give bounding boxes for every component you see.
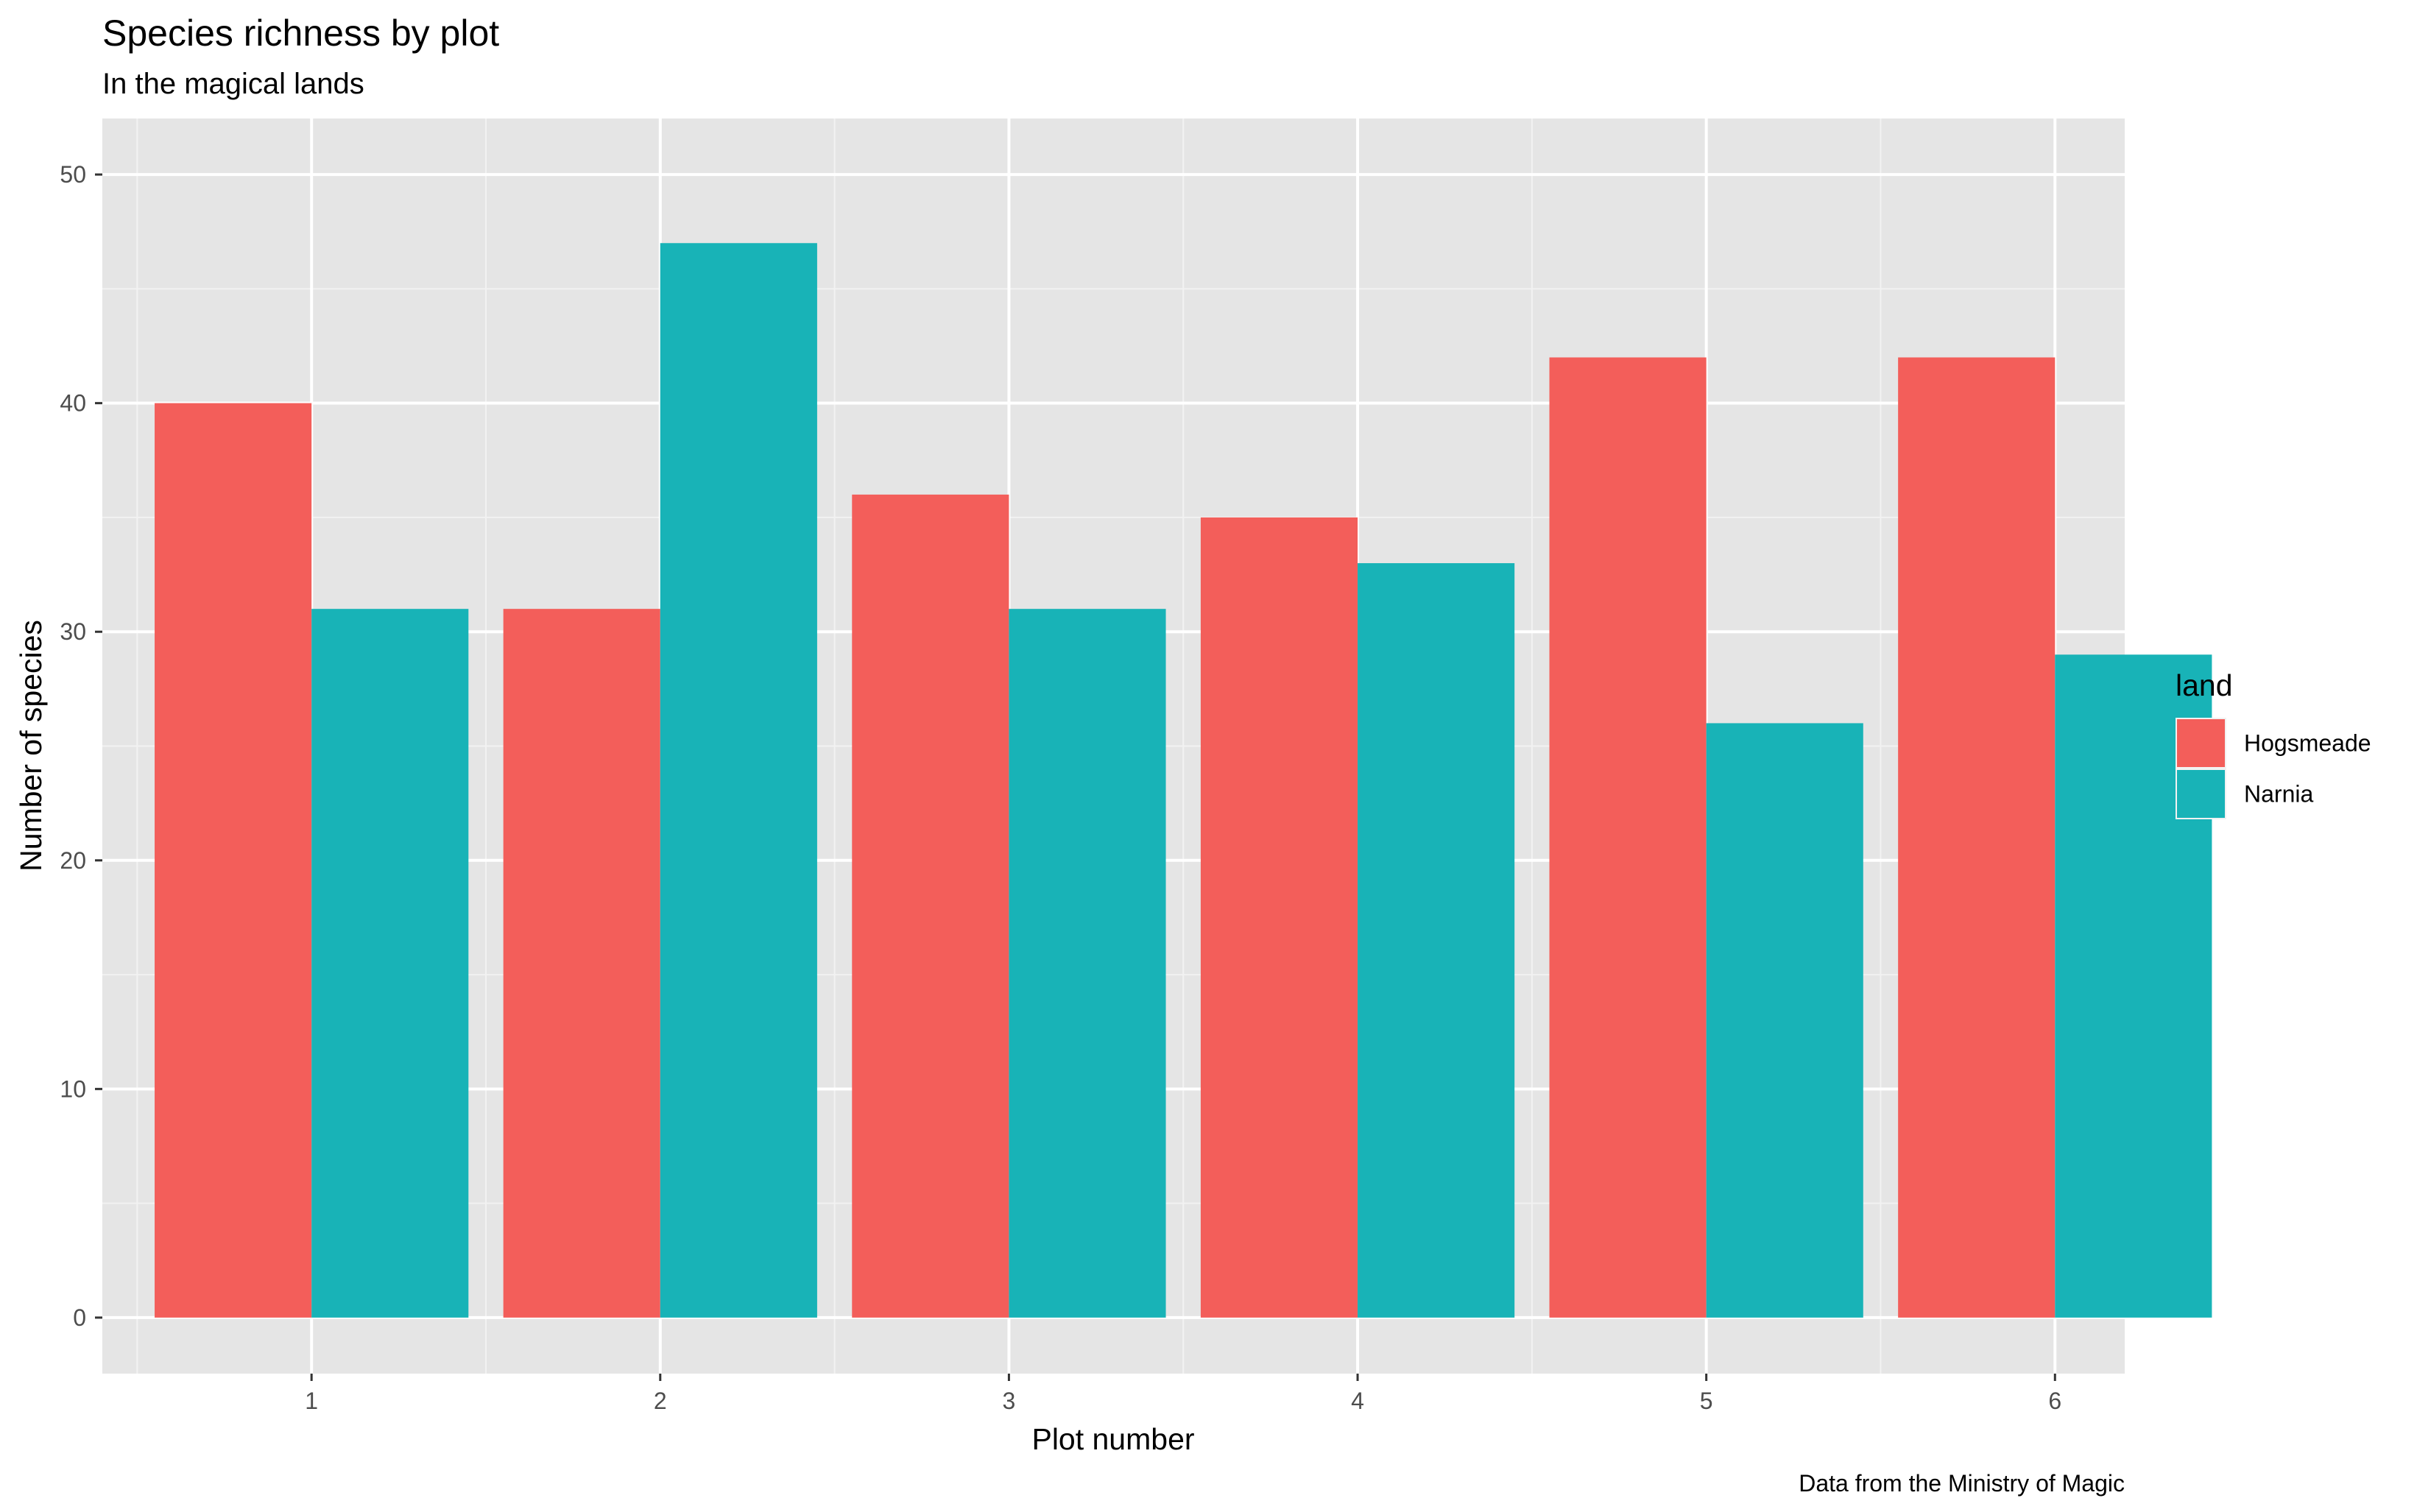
x-tick-label: 3 xyxy=(1003,1388,1016,1414)
y-tick-label: 50 xyxy=(60,161,86,188)
chart-title: Species richness by plot xyxy=(102,13,499,54)
legend-label-narnia: Narnia xyxy=(2244,781,2313,808)
bar-hogsmeade-6 xyxy=(1898,357,2056,1318)
bars xyxy=(155,243,2212,1318)
x-tick-label: 4 xyxy=(1351,1388,1364,1414)
bar-narnia-3 xyxy=(1009,609,1166,1318)
bar-narnia-1 xyxy=(311,609,469,1318)
bar-hogsmeade-3 xyxy=(852,494,1009,1318)
bar-hogsmeade-2 xyxy=(503,609,660,1318)
chart-caption: Data from the Ministry of Magic xyxy=(1799,1470,2125,1497)
bar-narnia-2 xyxy=(660,243,817,1318)
x-tick-label: 6 xyxy=(2048,1388,2061,1414)
x-tick-label: 1 xyxy=(305,1388,318,1414)
y-tick-label: 10 xyxy=(60,1075,86,1102)
x-tick-label: 2 xyxy=(654,1388,667,1414)
legend-key-narnia xyxy=(2177,770,2225,818)
bar-narnia-5 xyxy=(1706,723,1863,1318)
bar-hogsmeade-5 xyxy=(1549,357,1707,1318)
y-tick-label: 20 xyxy=(60,847,86,874)
chart-subtitle: In the magical lands xyxy=(102,68,364,100)
x-tick-label: 5 xyxy=(1700,1388,1713,1414)
bar-narnia-4 xyxy=(1358,563,1515,1318)
y-axis-title: Number of species xyxy=(14,620,48,872)
legend: land Hogsmeade Narnia xyxy=(2176,668,2371,819)
x-axis: 1 2 3 4 5 6 xyxy=(305,1374,2061,1414)
legend-key-hogsmeade xyxy=(2177,719,2225,767)
x-axis-title: Plot number xyxy=(1031,1422,1194,1456)
bar-hogsmeade-1 xyxy=(155,403,312,1318)
y-axis: 0 10 20 30 40 50 xyxy=(60,161,102,1331)
legend-label-hogsmeade: Hogsmeade xyxy=(2244,730,2371,757)
y-tick-label: 0 xyxy=(73,1304,86,1331)
bar-hogsmeade-4 xyxy=(1200,517,1358,1318)
y-tick-label: 40 xyxy=(60,390,86,417)
legend-title: land xyxy=(2176,668,2233,702)
y-tick-label: 30 xyxy=(60,618,86,645)
